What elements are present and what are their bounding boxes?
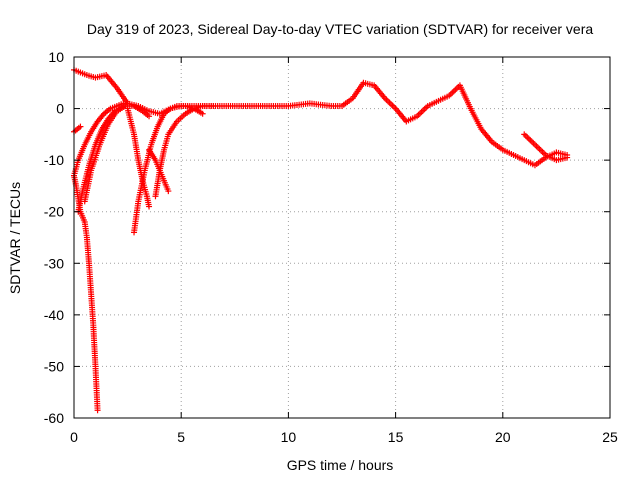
x-tick-label: 25 [602,429,618,445]
series-arc-2 [71,172,101,414]
series-arc-4 [81,102,153,205]
tick-labels: 0 5 10 15 20 25 -60 -50 -40 -30 -20 -10 0 10 [44,49,618,445]
plot-border [73,56,611,419]
y-tick-label: -10 [44,152,64,168]
y-tick-label: -40 [44,307,64,323]
x-tick-label: 0 [70,429,78,445]
data-point [120,100,127,107]
data-point [199,110,206,117]
data-point [146,203,153,210]
x-axis-label: GPS time / hours [287,457,394,473]
y-tick-label: 0 [56,101,64,117]
x-tick-label: 5 [177,429,185,445]
y-axis-label: SDTVAR / TECUs [7,182,23,294]
data-point [77,123,84,130]
y-tick-label: -30 [44,255,64,271]
data-points [71,66,571,414]
data-point [210,102,217,109]
data-point [146,113,153,120]
series-arc-11 [521,131,571,164]
data-point [165,188,172,195]
x-tick-label: 20 [495,429,511,445]
x-tick-label: 10 [281,429,297,445]
series-arc-10 [152,102,217,200]
data-point [94,407,101,414]
chart-title: Day 319 of 2023, Sidereal Day-to-day VTE… [87,21,593,37]
y-tick-label: 10 [48,49,64,65]
series-arc-5 [71,100,127,179]
y-tick-label: -60 [44,410,64,426]
x-tick-label: 15 [388,429,404,445]
data-point [564,154,571,161]
y-tick-label: -50 [44,358,64,374]
axes [73,56,611,419]
y-tick-label: -20 [44,204,64,220]
